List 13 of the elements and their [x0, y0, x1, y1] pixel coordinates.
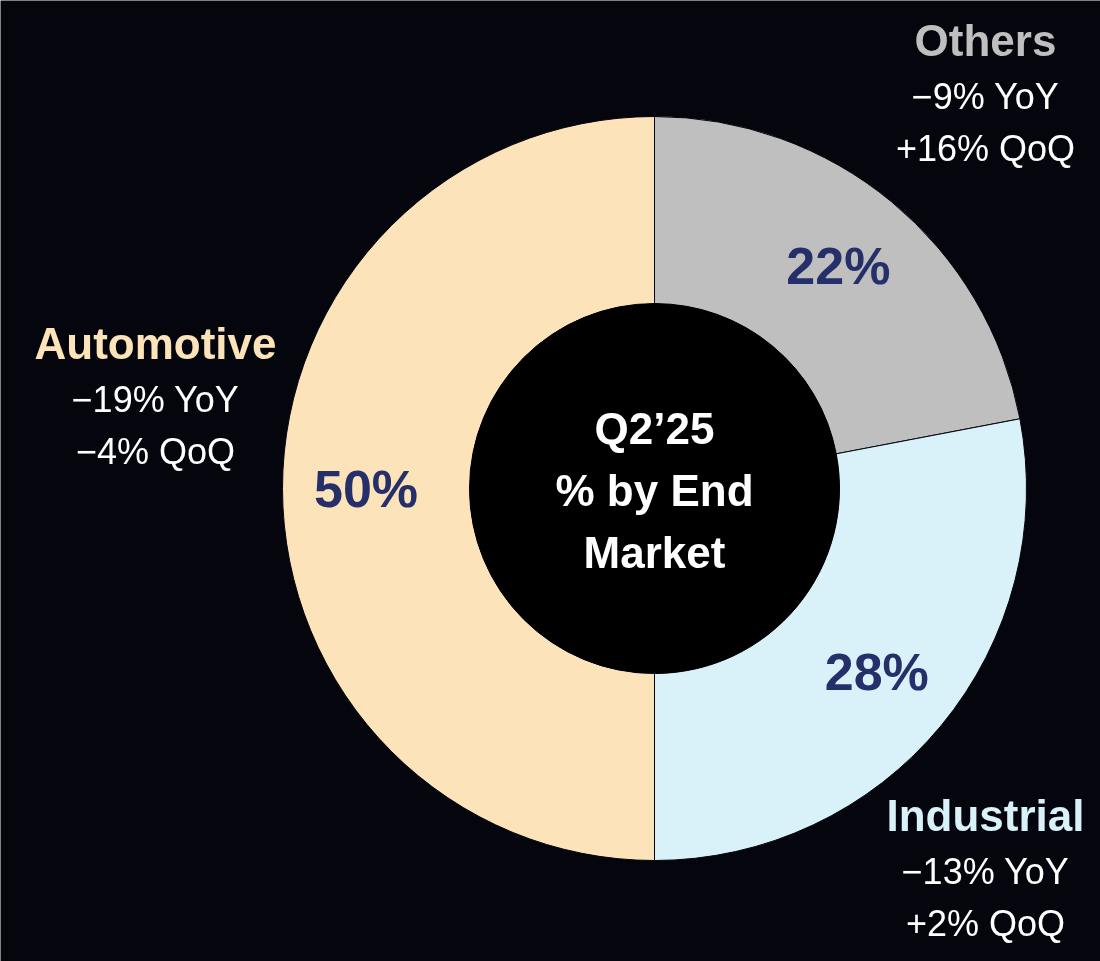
text: −9% YoY: [911, 76, 1059, 117]
data-label: 22%: [786, 237, 891, 296]
data-label: 50%: [313, 459, 419, 518]
slice-label: Automotive: [34, 319, 277, 368]
text: Q2’25 % by End Market: [555, 404, 754, 577]
text: +2% QoQ: [905, 903, 1066, 944]
text: −19% YoY: [71, 379, 239, 420]
text: −4% QoQ: [75, 431, 236, 472]
data-label: 28%: [824, 643, 929, 702]
slice-label: Others: [914, 16, 1057, 65]
slice-label: Industrial: [886, 791, 1085, 840]
text: +16% QoQ: [895, 128, 1076, 169]
text: −13% YoY: [901, 851, 1069, 892]
